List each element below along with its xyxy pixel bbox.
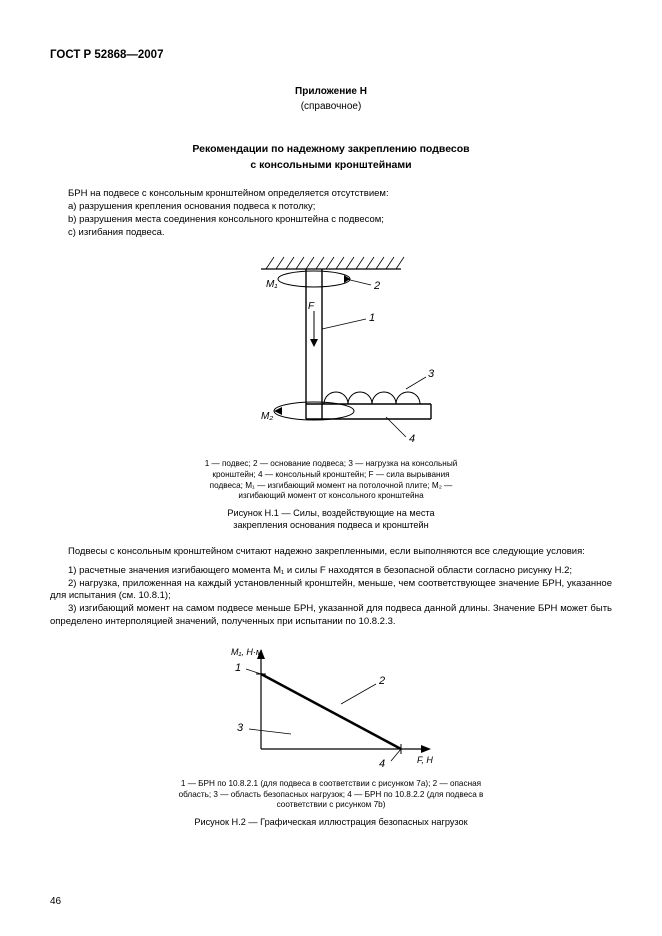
fig2-xlabel: F, Н — [417, 755, 433, 765]
document-id: ГОСТ Р 52868—2007 — [50, 48, 612, 63]
body-p2: 1) расчетные значения изгибающего момент… — [50, 565, 612, 578]
fig1-label-4: 4 — [409, 433, 415, 445]
fig1-label-3: 3 — [428, 368, 435, 380]
body-p4: 3) изгибающий момент на самом подвесе ме… — [50, 603, 612, 629]
section-title-line2: с консольными кронштейнами — [50, 159, 612, 173]
body-p1: Подвесы с консольным кронштейном считают… — [50, 546, 612, 559]
fig1-m1-label: M₁ — [266, 279, 277, 290]
fig1-m2-label: M₂ — [261, 411, 273, 422]
figure-2-title: Рисунок Н.2 — Графическая иллюстрация бе… — [50, 817, 612, 829]
page-number: 46 — [50, 895, 61, 908]
figure-1-svg: M₁ F 2 1 — [206, 249, 456, 449]
fig2-label-2: 2 — [378, 675, 385, 687]
list-item-a: a) разрушения крепления основания подвес… — [50, 201, 612, 214]
document-page: ГОСТ Р 52868—2007 Приложение Н (справочн… — [0, 0, 662, 936]
intro-paragraph: БРН на подвесе с консольным кронштейном … — [50, 188, 612, 201]
fig2-label-4: 4 — [379, 758, 385, 769]
body-p3: 2) нагрузка, приложенная на каждый устан… — [50, 578, 612, 604]
fig2-label-1: 1 — [235, 662, 241, 674]
appendix-heading: Приложение Н — [50, 85, 612, 98]
fig1-label-1: 1 — [369, 312, 375, 324]
figure-2-caption: 1 — БРН по 10.8.2.1 (для подвеса в соотв… — [176, 779, 486, 811]
list-item-b: b) разрушения места соединения консольно… — [50, 214, 612, 227]
list-item-c: c) изгибания подвеса. — [50, 227, 612, 240]
fig2-label-3: 3 — [237, 722, 244, 734]
figure-2: M₁, Н·м F, Н 1 2 3 4 — [50, 639, 612, 773]
appendix-subheading: (справочное) — [50, 100, 612, 113]
figure-1-caption: 1 — подвес; 2 — основание подвеса; 3 — н… — [201, 459, 461, 502]
fig1-f-label: F — [308, 301, 315, 312]
figure-1: M₁ F 2 1 — [50, 249, 612, 453]
figure-2-svg: M₁, Н·м F, Н 1 2 3 4 — [201, 639, 461, 769]
fig2-ylabel: M₁, Н·м — [231, 647, 262, 657]
fig1-label-2: 2 — [373, 280, 380, 292]
figure-1-title: Рисунок Н.1 — Силы, воздействующие на ме… — [201, 508, 461, 532]
section-title-line1: Рекомендации по надежному закреплению по… — [50, 143, 612, 157]
